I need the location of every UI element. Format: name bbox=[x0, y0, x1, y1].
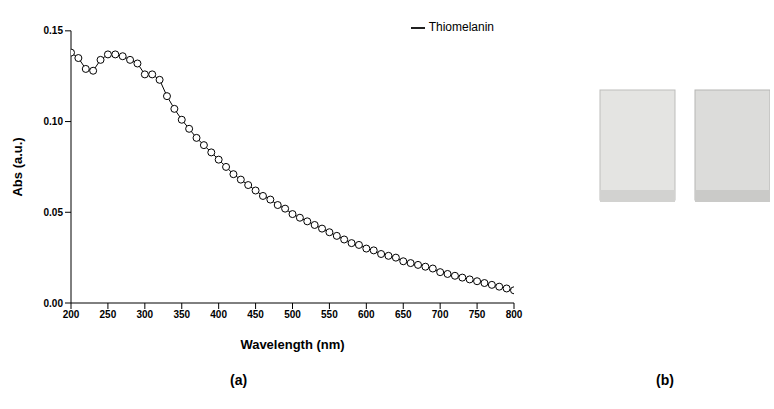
html-text:(a): (a) bbox=[230, 372, 248, 388]
svg-text:0.00: 0.00 bbox=[44, 298, 64, 309]
svg-text:750: 750 bbox=[469, 309, 486, 320]
svg-text:400: 400 bbox=[210, 309, 227, 320]
svg-text:Wavelength (nm): Wavelength (nm) bbox=[240, 337, 344, 352]
svg-text:250: 250 bbox=[100, 309, 117, 320]
svg-text:350: 350 bbox=[173, 309, 190, 320]
svg-text:450: 450 bbox=[247, 309, 264, 320]
svg-text:700: 700 bbox=[432, 309, 449, 320]
svg-text:0.15: 0.15 bbox=[44, 25, 64, 36]
svg-text:500: 500 bbox=[284, 309, 301, 320]
svg-text:0.10: 0.10 bbox=[44, 116, 64, 127]
svg-text:800: 800 bbox=[506, 309, 523, 320]
svg-text:650: 650 bbox=[395, 309, 412, 320]
html-text:(b): (b) bbox=[656, 372, 674, 388]
svg-text:600: 600 bbox=[358, 309, 375, 320]
svg-text:300: 300 bbox=[136, 309, 153, 320]
html-text:Thiomelanin: Thiomelanin bbox=[428, 20, 494, 34]
svg-text:550: 550 bbox=[321, 309, 338, 320]
svg-text:Abs (a.u.): Abs (a.u.) bbox=[10, 137, 25, 196]
svg-text:200: 200 bbox=[63, 309, 80, 320]
svg-text:0.05: 0.05 bbox=[44, 207, 64, 218]
